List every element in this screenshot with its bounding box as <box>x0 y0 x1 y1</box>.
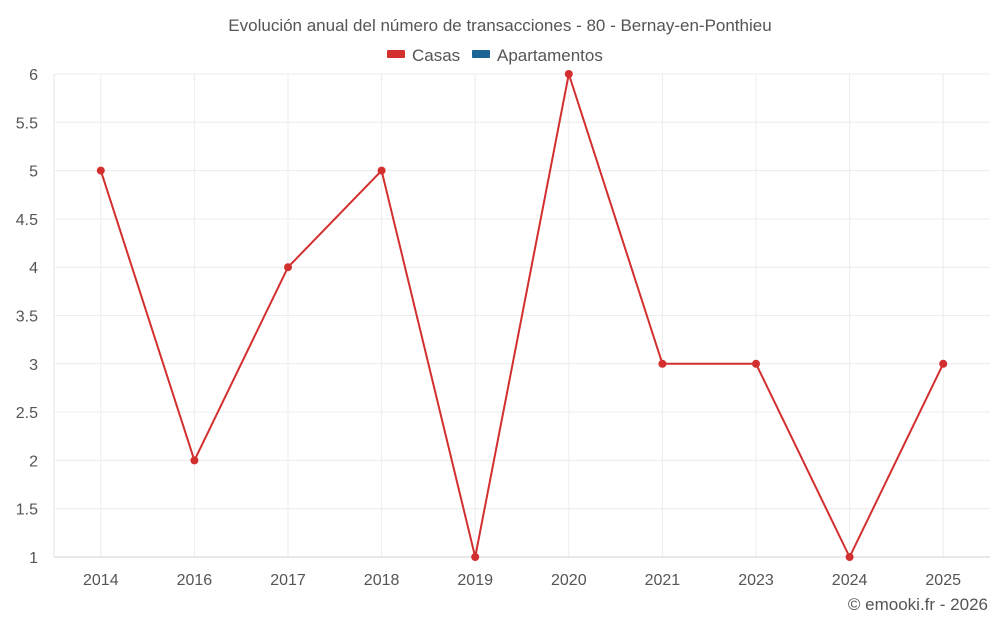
legend: Casas Apartamentos <box>387 46 603 65</box>
chart-title: Evolución anual del número de transaccio… <box>228 16 771 35</box>
x-tick-label: 2019 <box>457 572 493 589</box>
data-point-casas-2014[interactable] <box>96 166 105 175</box>
x-tick-label: 2017 <box>270 572 306 589</box>
data-point-casas-2020[interactable] <box>564 70 573 78</box>
legend-item-casas[interactable]: Casas <box>387 46 460 65</box>
y-tick-label: 2 <box>29 453 38 470</box>
series-line-casas <box>99 73 945 560</box>
legend-label-casas: Casas <box>412 46 460 65</box>
y-tick-label: 2.5 <box>16 405 38 422</box>
data-point-casas-2019[interactable] <box>471 553 480 561</box>
x-axis: 2014 2016 2017 2018 2019 2020 2021 2023 2024 2025 <box>54 556 990 589</box>
data-point-casas-2021[interactable] <box>658 359 667 368</box>
footer-credit: © emooki.fr - 2026 <box>848 595 988 614</box>
series-casas <box>96 70 948 561</box>
x-tick-label: 2016 <box>177 572 213 589</box>
data-point-casas-2023[interactable] <box>752 359 760 368</box>
x-tick-label: 2020 <box>551 572 587 589</box>
x-tick-label: 2014 <box>83 572 119 589</box>
y-tick-label: 1.5 <box>16 502 38 519</box>
y-tick-label: 5.5 <box>16 115 38 132</box>
data-point-casas-2017[interactable] <box>284 263 292 272</box>
x-tick-label: 2018 <box>364 572 400 589</box>
x-tick-label: 2023 <box>738 572 774 589</box>
legend-item-apartamentos[interactable]: Apartamentos <box>472 46 603 65</box>
x-tick-label: 2025 <box>925 572 961 589</box>
y-tick-label: 4 <box>29 260 38 277</box>
y-tick-label: 5 <box>29 164 38 181</box>
y-tick-label: 6 <box>29 67 38 84</box>
data-point-casas-2018[interactable] <box>377 166 386 175</box>
legend-swatch-apartamentos <box>472 50 490 58</box>
y-tick-label: 1 <box>29 550 38 567</box>
data-point-casas-2016[interactable] <box>190 456 199 465</box>
y-tick-label: 3.5 <box>16 309 38 326</box>
x-tick-label: 2021 <box>645 572 681 589</box>
data-point-casas-2025[interactable] <box>939 359 948 368</box>
data-point-casas-2024[interactable] <box>845 553 854 561</box>
legend-label-apartamentos: Apartamentos <box>497 46 603 65</box>
y-axis: 1 1.5 2 2.5 3 3.5 4 4.5 5 5.5 6 <box>16 67 55 567</box>
y-tick-label: 4.5 <box>16 212 38 229</box>
legend-swatch-casas <box>387 50 405 58</box>
x-tick-label: 2024 <box>832 572 868 589</box>
y-tick-label: 3 <box>29 357 38 374</box>
